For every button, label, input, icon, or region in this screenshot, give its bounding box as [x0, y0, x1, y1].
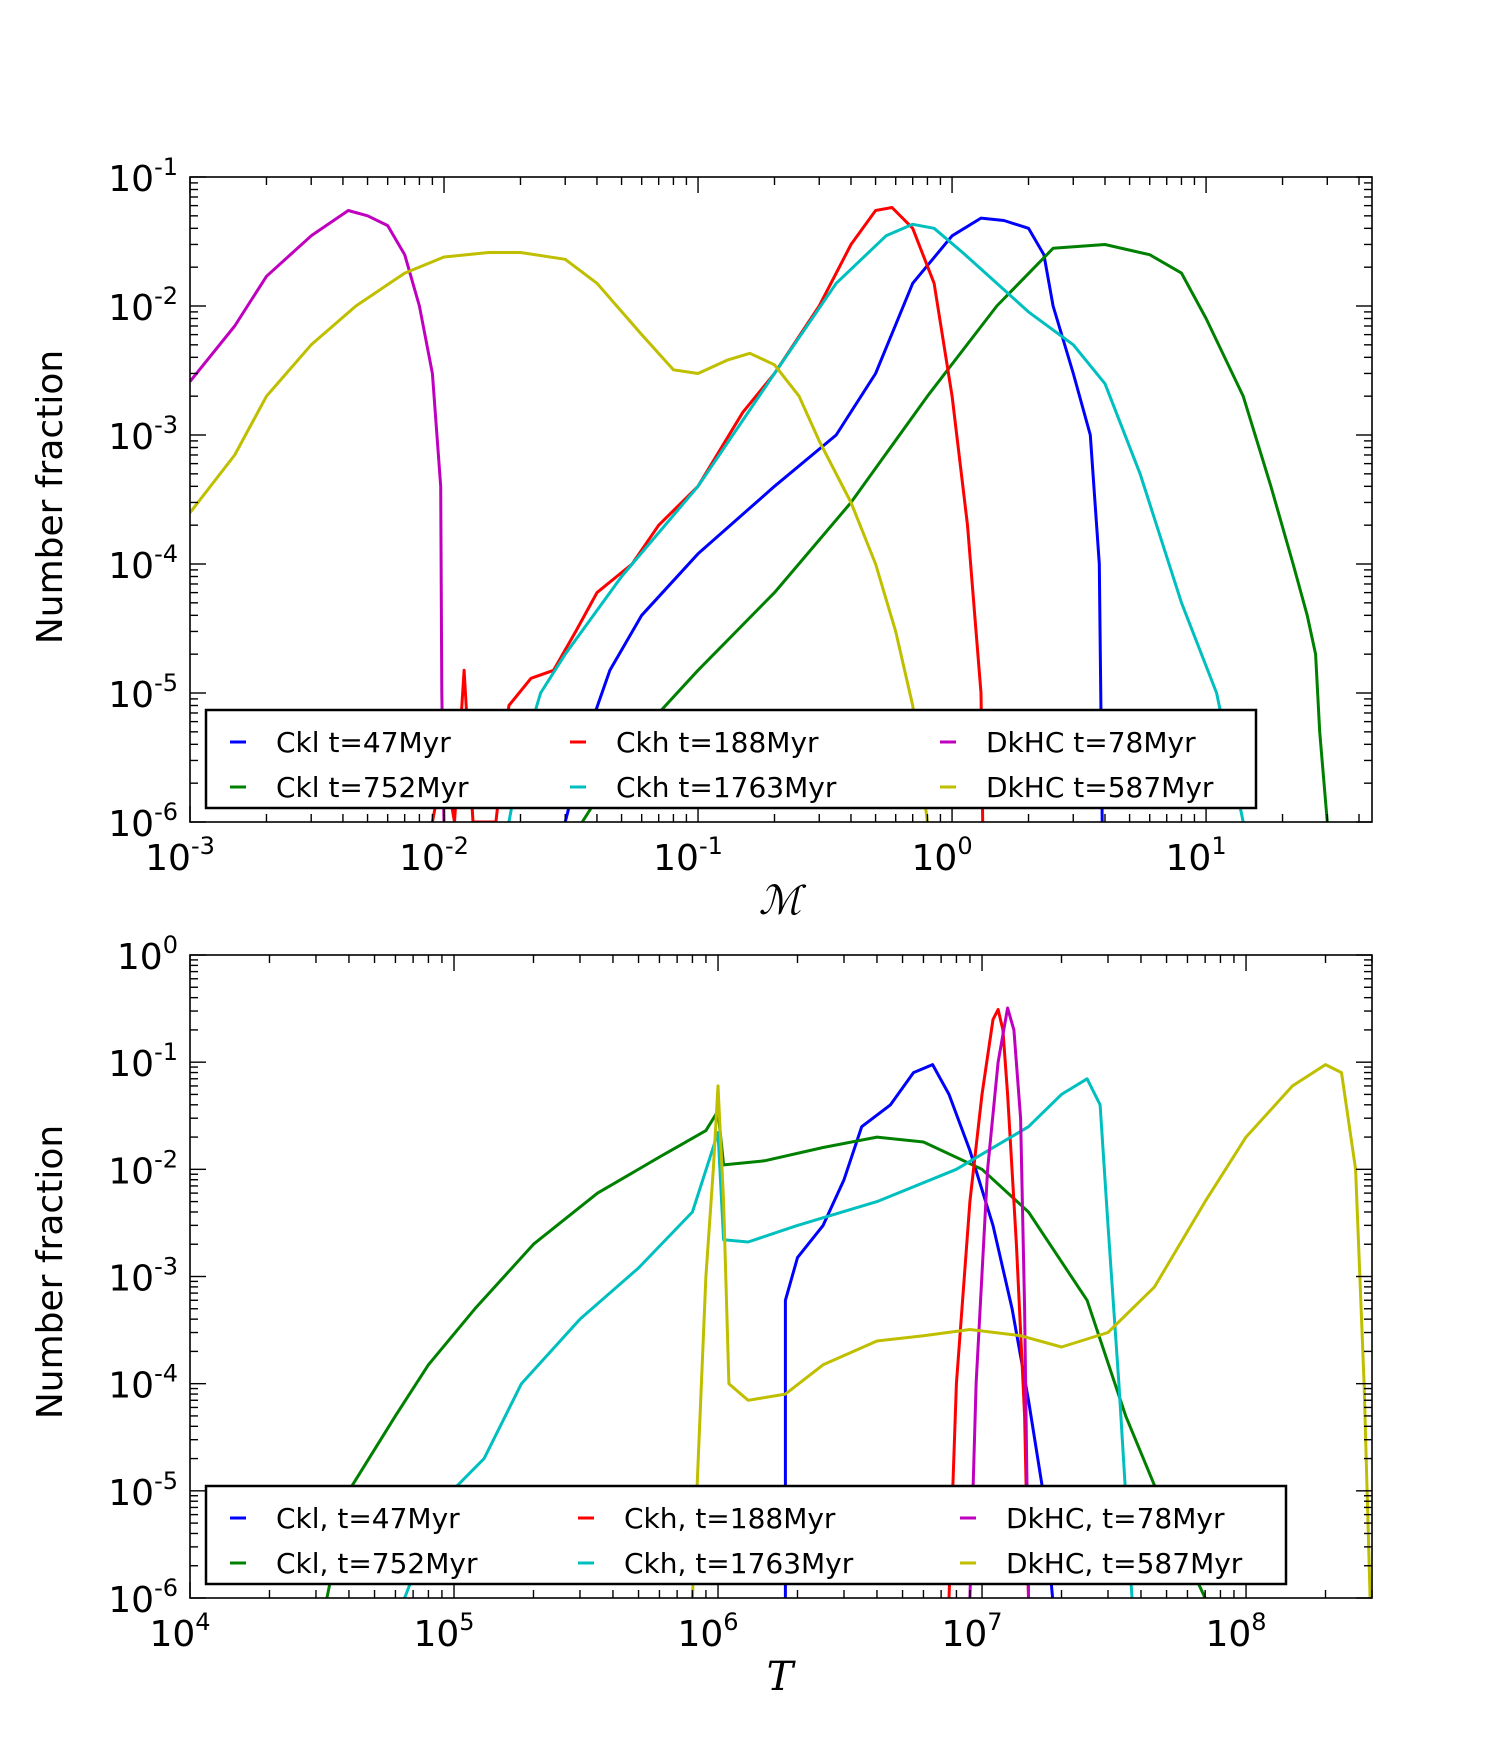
legend-label: DkHC t=587Myr [986, 771, 1214, 804]
y-tick-label: 10-5 [108, 1467, 178, 1514]
legend-label: Ckl t=752Myr [276, 771, 469, 804]
legend-box [204, 708, 1258, 810]
x-tick-label: 105 [413, 1608, 474, 1655]
legend-label: Ckl, t=47Myr [276, 1502, 460, 1535]
series-line-ckh-t-188myr [947, 1008, 1030, 1598]
series-line-ckl-t-752myr [325, 1109, 1207, 1598]
y-tick-label: 100 [117, 931, 178, 978]
x-tick-label: 10-1 [653, 832, 723, 879]
legend-box [204, 1484, 1288, 1586]
legend-label: Ckh t=188Myr [616, 726, 819, 759]
y-tick-label: 10-6 [108, 798, 178, 845]
y-tick-label: 10-2 [108, 282, 178, 329]
y-tick-label: 10-6 [108, 1574, 178, 1621]
top-ylabel: Number fraction [30, 350, 71, 644]
x-tick-label: 107 [941, 1608, 1002, 1655]
x-tick-label: 104 [149, 1608, 210, 1655]
bottom-xlabel: T [767, 1654, 797, 1700]
legend-label: Ckl, t=752Myr [276, 1547, 478, 1580]
mach-number-panel: 10-3 10-2 10-1 100 101 10-6 10-5 10-4 10-3 10-2 10… [108, 153, 1373, 879]
series-line-dkhc-t-587myr [190, 251, 929, 822]
y-tick-label: 10-4 [108, 540, 178, 587]
legend-label: DkHC, t=78Myr [1006, 1502, 1225, 1535]
legend-label: Ckh, t=188Myr [624, 1502, 836, 1535]
y-tick-label: 10-4 [108, 1360, 178, 1407]
y-tick-label: 10-3 [108, 411, 178, 458]
legend-label: Ckh, t=1763Myr [624, 1547, 854, 1580]
series-group [190, 206, 1329, 822]
series-group [325, 1006, 1372, 1598]
y-tick-label: 10-3 [108, 1253, 178, 1300]
legend: Ckl t=47Myr Ckl t=752Myr Ckh t=188Myr Ckh t… [204, 708, 1258, 810]
tick-marks [189, 954, 1373, 1599]
x-tick-label: 106 [677, 1608, 738, 1655]
series-line-ckl-t-752myr [580, 243, 1329, 822]
y-tick-label: 10-1 [108, 1038, 178, 1085]
series-line-ckh-t-188myr [430, 206, 985, 822]
series-line-dkhc-t-78myr [968, 1006, 1030, 1598]
series-line-dkhc-t-587myr [690, 1063, 1372, 1598]
top-xlabel: ℳ [759, 878, 807, 924]
axes-frame [189, 176, 1373, 823]
series-line-ckh-t-1763myr [403, 1077, 1134, 1598]
x-tick-label: 101 [1166, 832, 1227, 879]
x-tick-label: 108 [1205, 1608, 1266, 1655]
series-line-ckh-t-1763myr [507, 222, 1245, 822]
legend-label: DkHC, t=587Myr [1006, 1547, 1243, 1580]
legend: Ckl, t=47Myr Ckl, t=752Myr Ckh, t=188Myr Ck… [204, 1484, 1288, 1586]
legend-label: Ckl t=47Myr [276, 726, 451, 759]
legend-label: DkHC t=78Myr [986, 726, 1196, 759]
x-tick-label: 10-3 [145, 832, 215, 879]
y-tick-label: 10-1 [108, 153, 178, 200]
bottom-ylabel: Number fraction [30, 1125, 71, 1419]
temperature-panel: 104 105 106 107 108 10-6 10-5 10-4 10-3 10-2 10-1 1… [108, 931, 1373, 1655]
x-tick-label: 10-2 [399, 832, 469, 879]
y-tick-label: 10-2 [108, 1145, 178, 1192]
tick-marks [189, 176, 1372, 823]
series-line-ckl-t-47myr [563, 216, 1104, 822]
legend-label: Ckh t=1763Myr [616, 771, 837, 804]
y-tick-label: 10-5 [108, 669, 178, 716]
series-line-dkhc-t-78myr [190, 209, 446, 822]
x-tick-label: 100 [912, 832, 973, 879]
